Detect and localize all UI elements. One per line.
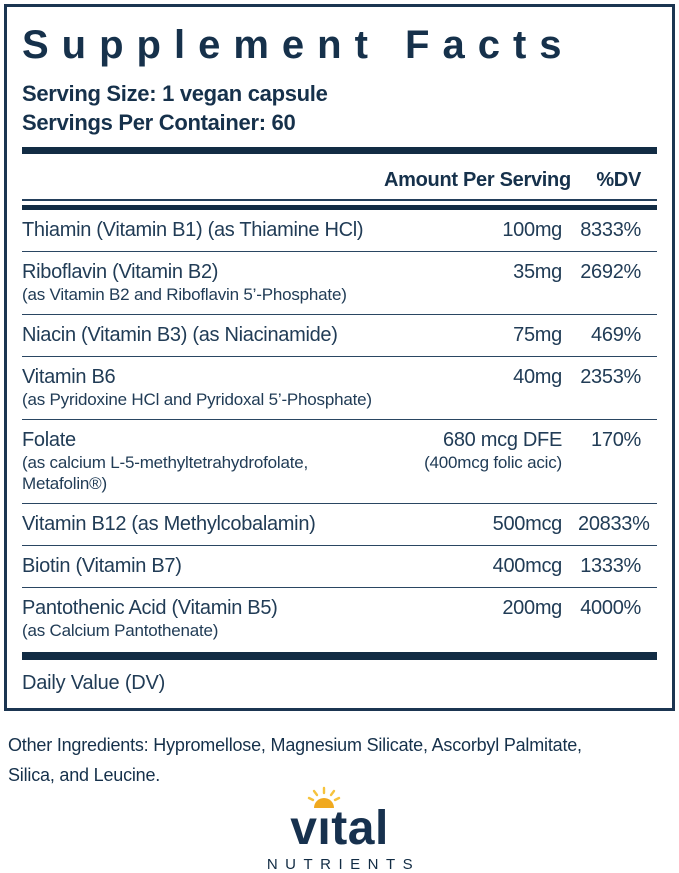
amount-sub-detail: (400mcg folic acic) [424,453,562,472]
table-header: Amount Per Serving %DV [22,154,657,199]
serving-size: Serving Size: 1 vegan capsule [22,81,328,106]
percent-daily-value: 170% [591,429,641,451]
nutrient-source: (as Pyridoxine HCl and Pyridoxal 5’-Phos… [22,390,372,409]
percent-daily-value: 2692% [580,261,641,283]
nutrient-rows: Thiamin (Vitamin B1) (as Thiamine HCl) 10… [22,210,657,650]
dv-spacer [578,389,657,410]
dv-spacer [578,284,657,305]
other-ingredients-line1: Other Ingredients: Hypromellose, Magnesi… [8,735,582,755]
supplement-facts-panel: Supplement Facts Serving Size: 1 vegan c… [4,4,675,711]
nutrient-source: (as calcium L-5-methyltetrahydrofolate, [22,453,309,472]
percent-daily-value: 4000% [580,597,641,619]
nutrient-name: Thiamin (Vitamin B1) (as Thiamine HCl) [22,219,364,241]
brand-letter-i: ı [308,786,341,855]
nutrient-name: Vitamin B6 [22,366,116,388]
divider-medium [22,205,657,210]
nutrient-name: Riboflavin (Vitamin B2) [22,261,219,283]
servings-per-container: Servings Per Container: 60 [22,110,296,135]
nutrient-row: Pantothenic Acid (Vitamin B5) 200mg 4000% (… [22,587,657,650]
nutrient-row: Folate 680 mcg DFE 170% (as calcium L-5-met… [22,419,657,503]
brand-logo: v ı tal NUTRIENTS [0,786,679,873]
divider-thick-top [22,147,657,154]
dv-spacer [578,620,657,641]
nutrient-name: Biotin (Vitamin B7) [22,555,182,577]
supplement-label: Supplement Facts Serving Size: 1 vegan c… [0,4,679,873]
brand-letters-pre: v [290,802,318,855]
divider-thick-bottom [22,652,657,660]
other-ingredients-line2: Silica, and Leucine. [8,765,161,785]
column-header-dv: %DV [596,169,641,191]
nutrient-name: Vitamin B12 (as Methylcobalamin) [22,513,316,535]
dv-spacer [578,452,657,473]
nutrient-row: Riboflavin (Vitamin B2) 35mg 2692% (as Vita… [22,251,657,314]
amount-sub-detail [384,389,578,410]
nutrient-row: Biotin (Vitamin B7) 400mcg 1333% [22,545,657,587]
other-ingredients: Other Ingredients: Hypromellose, Magnesi… [8,730,679,790]
amount-per-serving: 35mg [513,261,562,283]
nutrient-row: Thiamin (Vitamin B1) (as Thiamine HCl) 10… [22,210,657,251]
brand-letters-post: tal [331,802,389,855]
column-header-amount: Amount Per Serving [384,169,571,191]
amount-per-serving: 75mg [513,324,562,346]
percent-daily-value: 1333% [580,555,641,577]
nutrient-row: Niacin (Vitamin B3) (as Niacinamide) 75mg… [22,314,657,356]
percent-daily-value: 2353% [580,366,641,388]
amount-per-serving: 680 mcg DFE [443,429,562,451]
daily-value-note: Daily Value (DV) [22,672,166,694]
brand-letter-i-glyph: ı [317,802,332,855]
amount-per-serving: 500mcg [492,513,563,535]
nutrient-name: Pantothenic Acid (Vitamin B5) [22,597,278,619]
brand-subname: NUTRIENTS [266,856,421,873]
percent-daily-value: 20833% [578,513,650,535]
amount-per-serving: 400mcg [492,555,563,577]
nutrient-source: (as Calcium Pantothenate) [22,621,219,640]
nutrient-row: Vitamin B6 40mg 2353% (as Pyridoxine HCl an… [22,356,657,419]
nutrient-source-trademark: Metafolin®) [22,474,107,493]
nutrient-name: Niacin (Vitamin B3) (as Niacinamide) [22,324,338,346]
nutrient-name: Folate [22,429,76,451]
brand-wordmark: v ı tal [290,786,389,855]
panel-title: Supplement Facts [22,23,575,67]
amount-per-serving: 100mg [502,219,562,241]
amount-sub-detail [384,284,578,305]
divider-thin [22,199,657,201]
sun-icon [308,786,341,808]
amount-per-serving: 200mg [502,597,562,619]
percent-daily-value: 469% [591,324,641,346]
amount-per-serving: 40mg [513,366,562,388]
nutrient-source: (as Vitamin B2 and Riboflavin 5’-Phospha… [22,285,347,304]
percent-daily-value: 8333% [580,219,641,241]
nutrient-row: Vitamin B12 (as Methylcobalamin) 500mcg 20… [22,503,657,545]
amount-sub-detail [384,620,578,641]
